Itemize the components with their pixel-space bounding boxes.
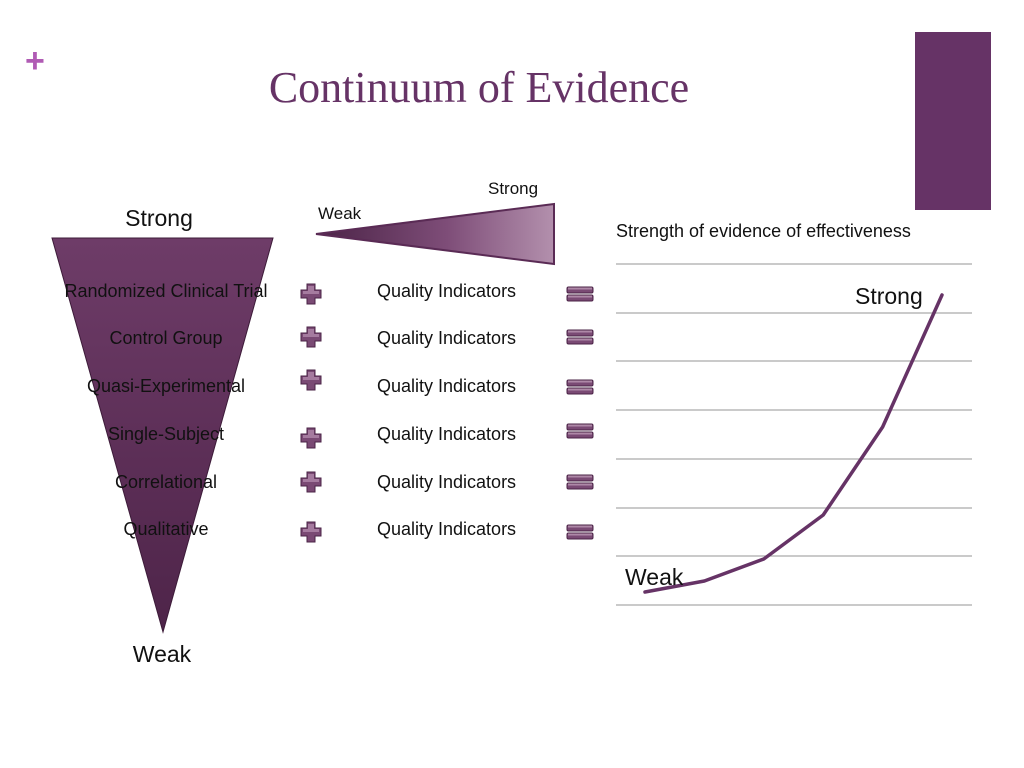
minus-icon — [566, 524, 594, 540]
plus-icon — [300, 326, 322, 348]
accent-bar — [915, 32, 991, 210]
wedge-weak-label: Weak — [318, 204, 362, 223]
evidence-strength-line — [643, 293, 944, 594]
plus-icon — [300, 283, 322, 305]
quality-indicators-label: Quality Indicators — [377, 519, 517, 539]
plus-icon — [300, 521, 322, 543]
funnel-bottom-label: Weak — [132, 641, 192, 667]
funnel-item-rct: Randomized Clinical Trial — [64, 281, 268, 301]
funnel-item-quasi-experimental: Quasi-Experimental — [86, 376, 246, 396]
funnel-item-control-group: Control Group — [109, 328, 223, 348]
quality-indicators-label: Quality Indicators — [377, 281, 517, 301]
chart-grid — [616, 263, 972, 606]
plus-icon — [300, 471, 322, 493]
evidence-funnel — [51, 237, 274, 634]
minus-icon — [566, 379, 594, 395]
plus-icon — [300, 369, 322, 391]
quality-indicators-label: Quality Indicators — [377, 472, 517, 492]
evidence-wedge — [315, 202, 555, 266]
quality-indicators-label: Quality Indicators — [377, 376, 517, 396]
minus-icon — [566, 329, 594, 345]
minus-icon — [566, 423, 594, 439]
minus-icon — [566, 474, 594, 490]
chart-weak-annotation: Weak — [625, 564, 684, 590]
page-title: Continuum of Evidence — [268, 63, 690, 112]
minus-icon — [566, 286, 594, 302]
corner-plus-icon: + — [25, 42, 45, 80]
quality-indicators-label: Quality Indicators — [377, 328, 517, 348]
plus-icon — [300, 427, 322, 449]
funnel-item-qualitative: Qualitative — [123, 519, 209, 539]
funnel-top-label: Strong — [125, 205, 193, 231]
chart-title: Strength of evidence of effectiveness — [616, 221, 911, 241]
wedge-strong-label: Strong — [488, 179, 539, 198]
funnel-item-single-subject: Single-Subject — [107, 424, 225, 444]
quality-indicators-label: Quality Indicators — [377, 424, 517, 444]
chart-strong-annotation: Strong — [855, 283, 923, 309]
funnel-item-correlational: Correlational — [114, 472, 218, 492]
